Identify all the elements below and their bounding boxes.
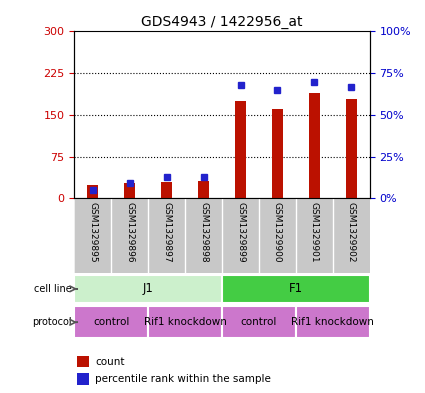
Text: control: control: [241, 316, 277, 327]
Text: GSM1329901: GSM1329901: [310, 202, 319, 263]
Text: percentile rank within the sample: percentile rank within the sample: [95, 374, 271, 384]
Text: J1: J1: [143, 282, 154, 295]
Text: GSM1329896: GSM1329896: [125, 202, 134, 263]
Text: GSM1329900: GSM1329900: [273, 202, 282, 263]
Text: count: count: [95, 356, 125, 367]
Bar: [148, 307, 222, 338]
Bar: [222, 307, 296, 338]
Bar: [309, 93, 320, 198]
Text: control: control: [93, 316, 130, 327]
Bar: [346, 99, 357, 198]
Title: GDS4943 / 1422956_at: GDS4943 / 1422956_at: [141, 15, 303, 29]
Text: GSM1329899: GSM1329899: [236, 202, 245, 263]
Bar: [222, 275, 370, 303]
Bar: [124, 183, 135, 198]
Bar: [77, 373, 89, 385]
Text: GSM1329902: GSM1329902: [347, 202, 356, 263]
Text: GSM1329897: GSM1329897: [162, 202, 171, 263]
Bar: [235, 101, 246, 198]
Text: GSM1329898: GSM1329898: [199, 202, 208, 263]
Text: Rif1 knockdown: Rif1 knockdown: [144, 316, 227, 327]
Bar: [87, 185, 98, 198]
Bar: [272, 109, 283, 198]
Text: GSM1329895: GSM1329895: [88, 202, 97, 263]
Text: cell line: cell line: [34, 284, 71, 294]
Bar: [198, 181, 209, 198]
Bar: [74, 307, 148, 338]
Bar: [77, 356, 89, 367]
Text: protocol: protocol: [32, 317, 71, 327]
Text: F1: F1: [289, 282, 303, 295]
Text: Rif1 knockdown: Rif1 knockdown: [292, 316, 374, 327]
Bar: [74, 275, 222, 303]
Bar: [161, 182, 172, 198]
Bar: [296, 307, 370, 338]
